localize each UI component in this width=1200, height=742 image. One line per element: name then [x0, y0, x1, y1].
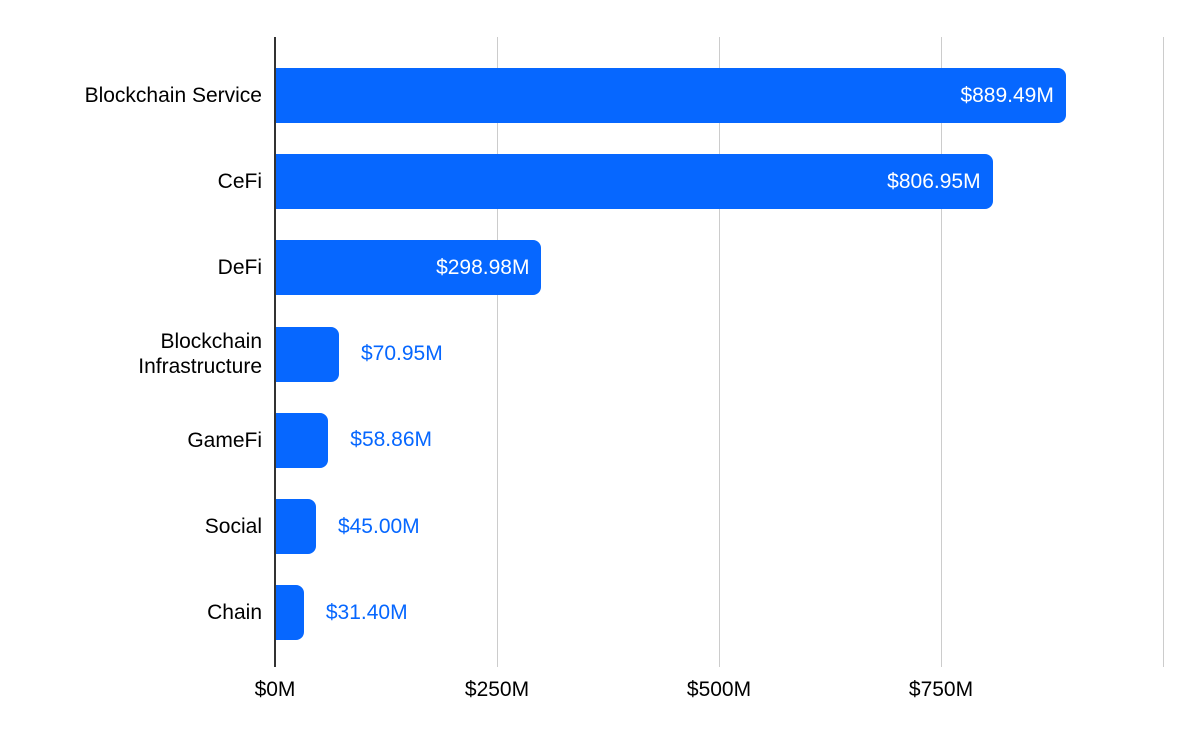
- gridline-750m: [940, 37, 942, 667]
- category-label: Social: [204, 515, 262, 538]
- x-axis-tick-label: $500M: [686, 678, 752, 701]
- bar-value-label: $298.98M: [436, 255, 530, 279]
- bar-value-label: $31.40M: [325, 600, 408, 624]
- category-label: Chain: [207, 601, 262, 625]
- category-label: GameFi: [187, 428, 262, 452]
- category-label: Blockchain Infrastructure: [138, 330, 262, 379]
- category-label: Blockchain Service: [84, 84, 262, 107]
- bar-value-label: $889.49M: [960, 83, 1054, 107]
- gridline-1000m: [1162, 37, 1164, 667]
- bar-chain[interactable]: [276, 585, 304, 641]
- bar-value-label: $45.00M: [337, 514, 420, 538]
- bar-gamefi[interactable]: [276, 412, 329, 468]
- bar-value-label: $70.95M: [361, 342, 443, 366]
- bar-defi[interactable]: $298.98M: [276, 240, 542, 296]
- gridline-500m: [718, 37, 720, 667]
- bar-blockchain-service[interactable]: $889.49M: [276, 68, 1066, 123]
- bar-value-label: $58.86M: [350, 428, 432, 452]
- bar-value-label: $806.95M: [887, 169, 981, 193]
- x-axis-tick-label: $250M: [464, 678, 530, 701]
- x-axis-tick-label: $0M: [254, 678, 296, 701]
- category-label: DeFi: [217, 256, 262, 280]
- gridline-250m: [496, 37, 498, 667]
- bar-blockchain-infrastructure[interactable]: [276, 326, 339, 382]
- category-label: CeFi: [217, 170, 262, 194]
- x-axis-tick-label: $750M: [908, 678, 974, 701]
- bar-cefi[interactable]: $806.95M: [276, 154, 993, 210]
- bar-social[interactable]: [276, 499, 316, 554]
- y-axis-line: [274, 37, 276, 667]
